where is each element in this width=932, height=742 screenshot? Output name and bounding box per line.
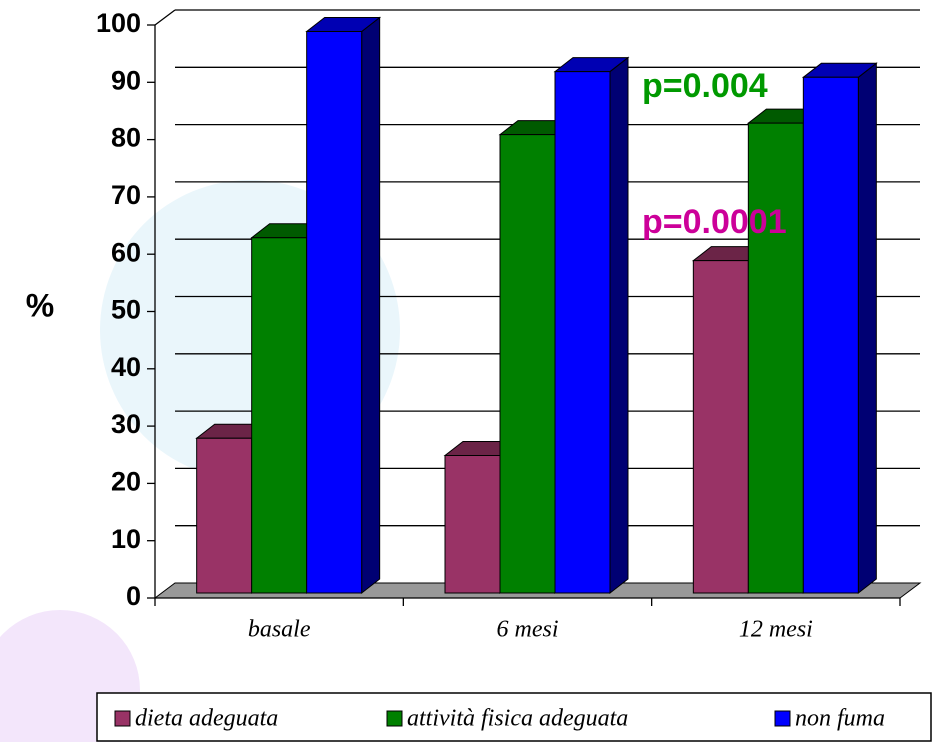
- bar: [307, 17, 380, 593]
- bar: [803, 63, 876, 593]
- bar-face: [307, 31, 362, 593]
- bar-face: [445, 455, 500, 593]
- legend-label: dieta adeguata: [135, 706, 278, 732]
- legend-label: non fuma: [795, 706, 885, 732]
- x-tick-label: 12 mesi: [739, 617, 813, 643]
- bar-face: [858, 63, 876, 593]
- legend-swatch: [115, 711, 130, 726]
- bar-face: [500, 135, 555, 593]
- y-tick-label: 30: [111, 409, 141, 439]
- x-tick-label: 6 mesi: [497, 617, 559, 643]
- bar: [555, 58, 628, 593]
- bar-face: [693, 261, 748, 593]
- bar-face: [362, 17, 380, 593]
- y-tick-label: 20: [111, 467, 141, 497]
- bar-face: [610, 58, 628, 593]
- y-tick-label: 40: [111, 352, 141, 382]
- y-axis-label: %: [26, 287, 54, 323]
- y-tick-label: 50: [111, 295, 141, 325]
- y-tick-label: 60: [111, 237, 141, 267]
- y-tick-label: 100: [96, 8, 141, 38]
- legend-swatch: [387, 711, 402, 726]
- y-tick-label: 10: [111, 524, 141, 554]
- y-tick-label: 70: [111, 180, 141, 210]
- annotation: p=0.004: [642, 67, 768, 105]
- y-tick-label: 90: [111, 65, 141, 95]
- chart: % 0 10 20 30 40 50 60 70 80 90 100 basale 6 mesi 12 m…: [0, 0, 932, 742]
- bar-face: [555, 72, 610, 593]
- bar-face: [197, 438, 252, 593]
- bar-face: [252, 238, 307, 593]
- legend-swatch: [775, 711, 790, 726]
- bar-face: [748, 123, 803, 593]
- y-axis-depth: [155, 10, 175, 25]
- bar-face: [803, 77, 858, 593]
- annotation: p=0.0001: [642, 203, 787, 241]
- y-tick-label: 80: [111, 123, 141, 153]
- y-tick-label: 0: [126, 581, 141, 611]
- legend-label: attività fisica adeguata: [407, 706, 628, 732]
- x-tick-label: basale: [248, 617, 311, 643]
